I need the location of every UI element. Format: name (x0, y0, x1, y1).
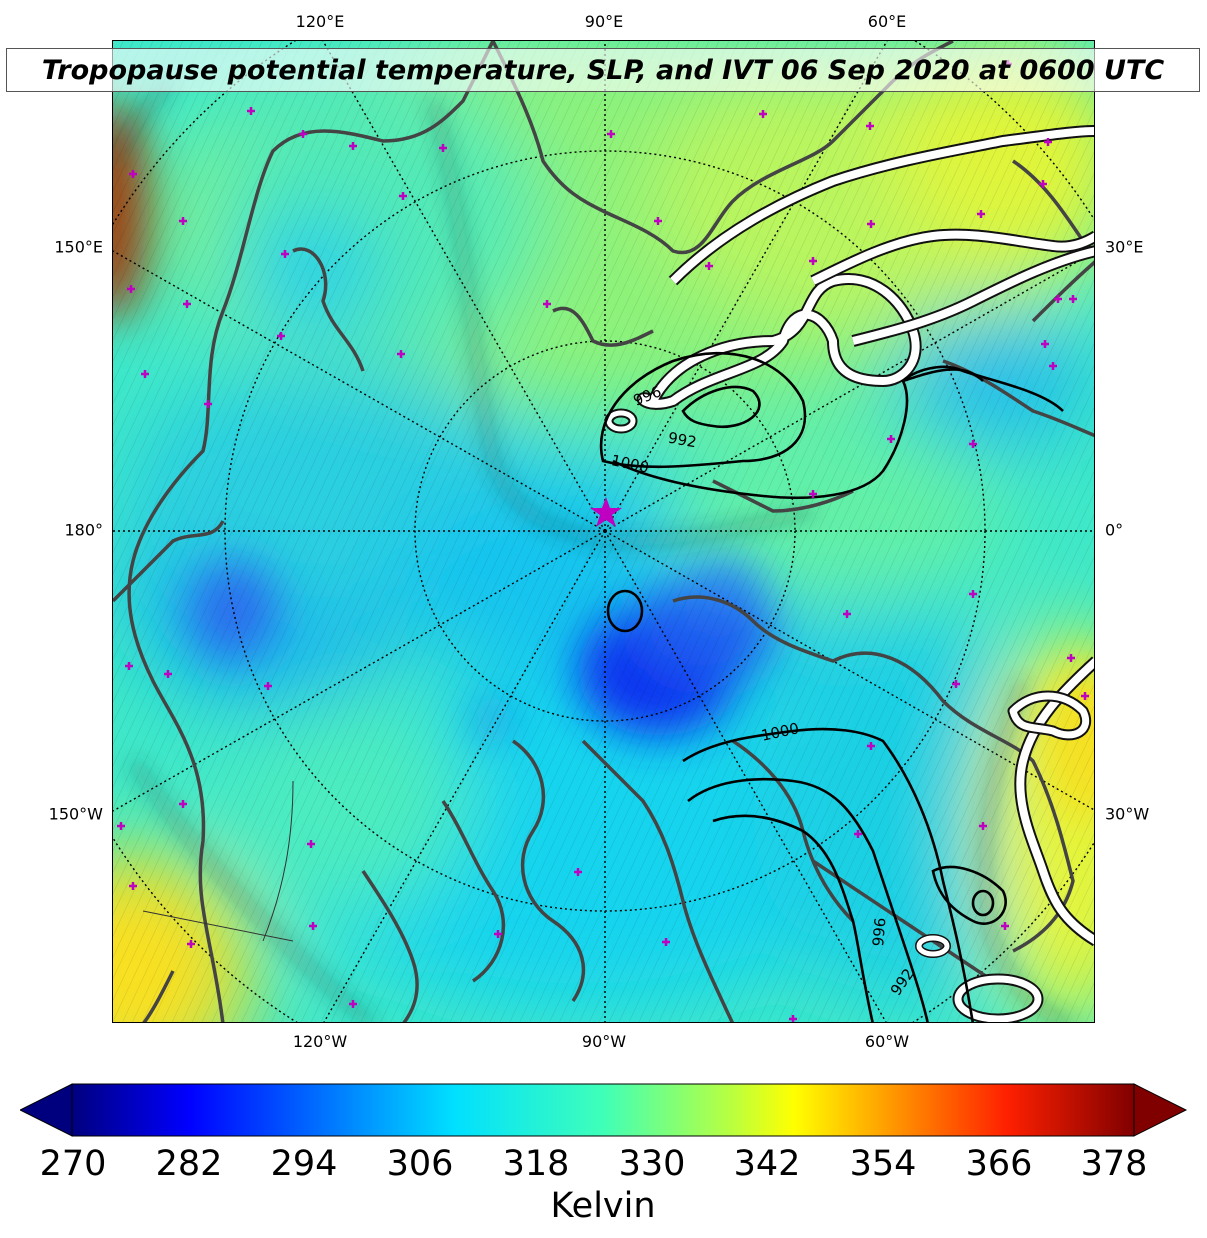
lon-label-left: 150°E (54, 237, 103, 257)
station-marker-plus-icon (886, 429, 896, 443)
colorbar-tick: 318 (502, 1144, 570, 1184)
station-marker-plus-icon (178, 794, 188, 808)
lon-label-left: 180° (64, 520, 103, 540)
station-marker-plus-icon (1043, 132, 1053, 146)
station-marker-plus-icon (263, 676, 273, 690)
map-panel: 996 992 1000 1000 996 992 (112, 40, 1095, 1023)
coastlines (113, 41, 1094, 1022)
colorbar (20, 1083, 1188, 1137)
station-marker-plus-icon (203, 394, 213, 408)
station-marker-plus-icon (1068, 289, 1078, 303)
lon-label-right: 0° (1105, 520, 1124, 540)
colorbar-tick: 378 (1080, 1144, 1148, 1184)
station-marker-plus-icon (606, 124, 616, 138)
colorbar-tick: 342 (733, 1144, 801, 1184)
station-marker-plus-icon (163, 664, 173, 678)
station-marker-plus-icon (1000, 916, 1010, 930)
station-marker-plus-icon (1040, 334, 1050, 348)
station-marker-plus-icon (1080, 686, 1090, 700)
slp-isobar-1000-north (612, 368, 984, 500)
map-title: Tropopause potential temperature, SLP, a… (41, 54, 1165, 86)
colorbar-extend-min (20, 1083, 73, 1137)
colorbar-tick: 354 (849, 1144, 917, 1184)
station-marker-plus-icon (182, 294, 192, 308)
colorbar-extend-max (1133, 1083, 1188, 1137)
station-marker-plus-icon (140, 364, 150, 378)
station-marker-plus-icon (976, 204, 986, 218)
station-marker-plus-icon (348, 136, 358, 150)
station-marker-plus-icon (573, 862, 583, 876)
station-marker-plus-icon (280, 244, 290, 258)
colorbar-tick: 330 (618, 1144, 686, 1184)
borders (142, 780, 294, 942)
lon-label-right: 30°E (1105, 237, 1144, 257)
station-marker-plus-icon (1053, 289, 1063, 303)
station-marker-plus-icon (978, 816, 988, 830)
star-icon (590, 497, 622, 527)
station-marker-plus-icon (951, 674, 961, 688)
lon-label-bottom: 60°W (864, 1032, 910, 1051)
station-marker-plus-icon (853, 824, 863, 838)
station-marker-plus-icon (1048, 356, 1058, 370)
colorbar-label: Kelvin (550, 1186, 656, 1226)
lon-label-bottom: 120°W (292, 1032, 348, 1051)
slp-contours (599, 351, 1064, 1022)
station-marker-plus-icon (124, 656, 134, 670)
station-marker-plus-icon (308, 916, 318, 930)
station-marker-plus-icon (128, 876, 138, 890)
station-marker-plus-icon (186, 934, 196, 948)
station-marker-plus-icon (398, 186, 408, 200)
station-marker-plus-icon (126, 279, 136, 293)
colorbar-tick: 366 (965, 1144, 1033, 1184)
station-marker-plus-icon (298, 124, 308, 138)
station-marker-plus-icon (348, 994, 358, 1008)
station-marker-plus-icon (968, 434, 978, 448)
lon-label-top: 60°E (867, 12, 907, 31)
station-marker-plus-icon (865, 116, 875, 130)
station-marker-plus-icon (542, 294, 552, 308)
slp-isobar-1000-south (682, 727, 974, 1022)
colorbar-tick: 270 (39, 1144, 107, 1184)
ivt-contours (604, 125, 1094, 1022)
station-marker-plus-icon (1038, 174, 1048, 188)
lon-label-left: 150°W (48, 804, 103, 824)
station-marker-plus-icon (808, 251, 818, 265)
station-marker-plus-icon (866, 214, 876, 228)
station-marker-plus-icon (1066, 648, 1076, 662)
colorbar-gradient (71, 1083, 1135, 1137)
station-marker-plus-icon (396, 344, 406, 358)
station-marker-plus-icon (842, 604, 852, 618)
station-marker-plus-icon (704, 256, 714, 270)
map-title-box: Tropopause potential temperature, SLP, a… (6, 48, 1200, 92)
lon-label-bottom: 90°W (581, 1032, 627, 1051)
station-marker-plus-icon (116, 816, 126, 830)
colorbar-tick: 294 (270, 1144, 338, 1184)
station-marker-plus-icon (758, 104, 768, 118)
station-marker-plus-icon (178, 211, 188, 225)
lon-label-right: 30°W (1105, 804, 1150, 824)
lon-label-top: 90°E (584, 12, 624, 31)
colorbar-tick: 306 (386, 1144, 454, 1184)
station-marker-plus-icon (493, 924, 503, 938)
station-marker-plus-icon (808, 484, 818, 498)
colorbar-tick: 282 (155, 1144, 223, 1184)
map-canvas (113, 41, 1094, 1022)
station-marker-plus-icon (246, 101, 256, 115)
station-marker-plus-icon (866, 736, 876, 750)
slp-isobar-992-north (599, 351, 807, 469)
station-marker-plus-icon (661, 932, 671, 946)
lon-label-top: 120°E (295, 12, 345, 31)
station-marker-plus-icon (653, 211, 663, 225)
station-marker-plus-icon (128, 164, 138, 178)
slp-label: 996 (869, 916, 890, 948)
station-marker-plus-icon (276, 326, 286, 340)
station-marker-plus-icon (306, 834, 316, 848)
station-marker-plus-icon (438, 138, 448, 152)
station-marker-plus-icon (788, 1009, 798, 1022)
station-marker-plus-icon (968, 584, 978, 598)
